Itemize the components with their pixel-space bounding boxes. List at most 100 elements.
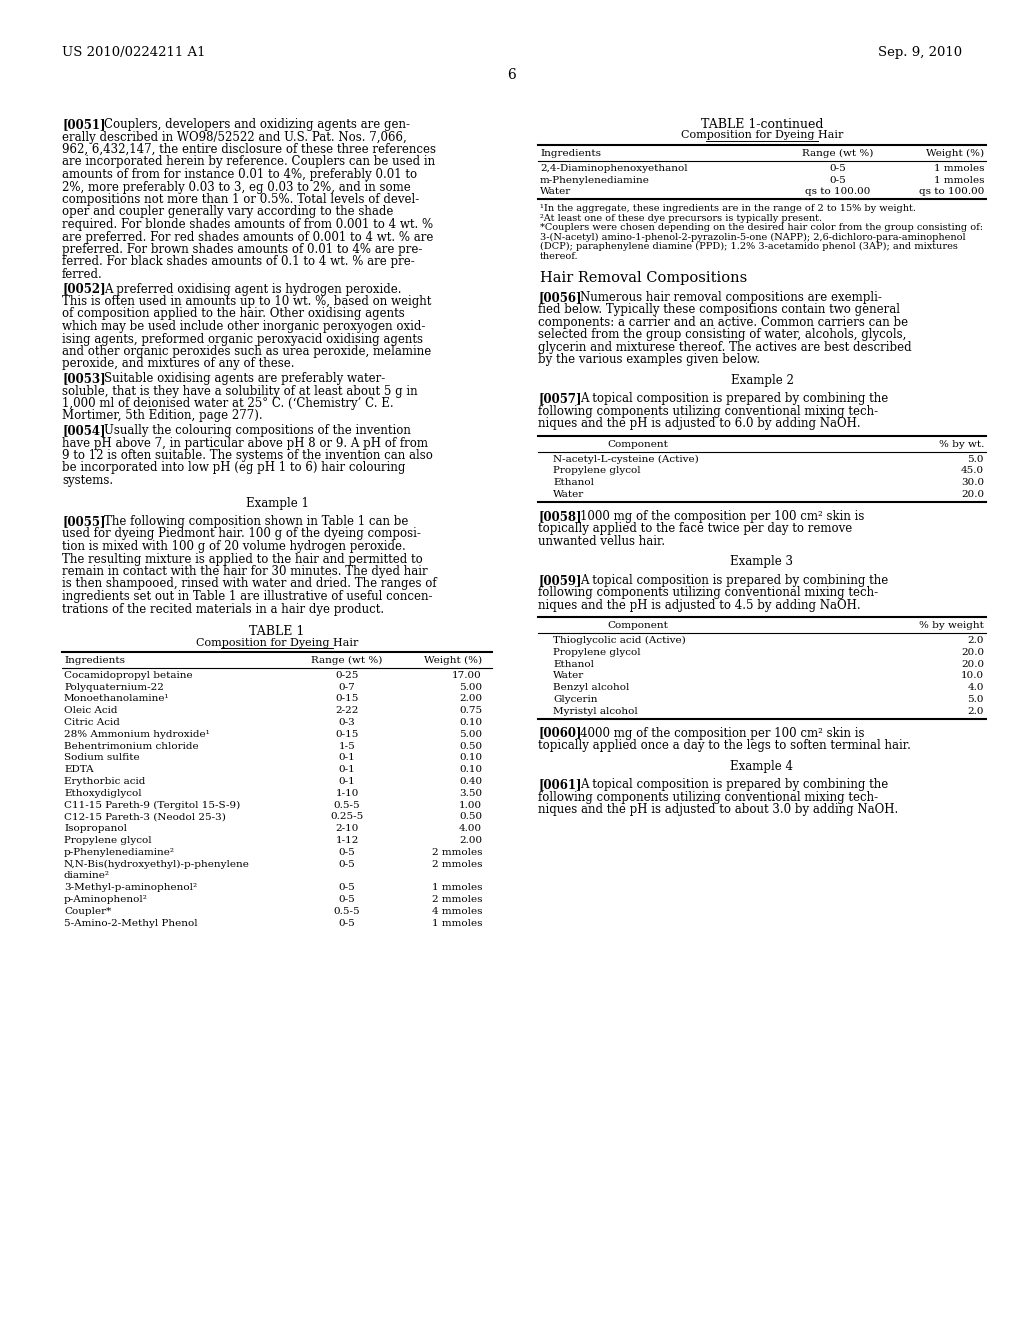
Text: 0.50: 0.50 bbox=[459, 742, 482, 751]
Text: Benzyl alcohol: Benzyl alcohol bbox=[553, 684, 630, 692]
Text: 5.00: 5.00 bbox=[459, 682, 482, 692]
Text: topically applied to the face twice per day to remove: topically applied to the face twice per … bbox=[538, 523, 852, 535]
Text: 2%, more preferably 0.03 to 3, eg 0.03 to 2%, and in some: 2%, more preferably 0.03 to 3, eg 0.03 t… bbox=[62, 181, 411, 194]
Text: soluble, that is they have a solubility of at least about 5 g in: soluble, that is they have a solubility … bbox=[62, 384, 418, 397]
Text: *Couplers were chosen depending on the desired hair color from the group consist: *Couplers were chosen depending on the d… bbox=[540, 223, 983, 232]
Text: Ingredients: Ingredients bbox=[540, 149, 601, 158]
Text: Numerous hair removal compositions are exempli-: Numerous hair removal compositions are e… bbox=[580, 290, 882, 304]
Text: components: a carrier and an active. Common carriers can be: components: a carrier and an active. Com… bbox=[538, 315, 908, 329]
Text: A topical composition is prepared by combining the: A topical composition is prepared by com… bbox=[580, 392, 888, 405]
Text: Ethanol: Ethanol bbox=[553, 478, 594, 487]
Text: 4000 mg of the composition per 100 cm² skin is: 4000 mg of the composition per 100 cm² s… bbox=[580, 726, 864, 739]
Text: Example 1: Example 1 bbox=[246, 496, 308, 510]
Text: Water: Water bbox=[553, 490, 585, 499]
Text: systems.: systems. bbox=[62, 474, 113, 487]
Text: 3-(N-acetyl) amino-1-phenol-2-pyrazolin-5-one (NAPP); 2,6-dichloro-para-aminophe: 3-(N-acetyl) amino-1-phenol-2-pyrazolin-… bbox=[540, 232, 966, 242]
Text: trations of the recited materials in a hair dye product.: trations of the recited materials in a h… bbox=[62, 602, 384, 615]
Text: Ingredients: Ingredients bbox=[63, 656, 125, 665]
Text: Usually the colouring compositions of the invention: Usually the colouring compositions of th… bbox=[104, 424, 411, 437]
Text: 5-Amino-2-Methyl Phenol: 5-Amino-2-Methyl Phenol bbox=[63, 919, 198, 928]
Text: TABLE 1: TABLE 1 bbox=[249, 624, 305, 638]
Text: 4 mmoles: 4 mmoles bbox=[431, 907, 482, 916]
Text: 5.0: 5.0 bbox=[968, 454, 984, 463]
Text: % by weight: % by weight bbox=[920, 622, 984, 630]
Text: 0-5: 0-5 bbox=[339, 883, 355, 892]
Text: topically applied once a day to the legs to soften terminal hair.: topically applied once a day to the legs… bbox=[538, 739, 911, 752]
Text: 0-1: 0-1 bbox=[339, 777, 355, 785]
Text: TABLE 1-continued: TABLE 1-continued bbox=[700, 117, 823, 131]
Text: Glycerin: Glycerin bbox=[553, 696, 597, 704]
Text: 0-3: 0-3 bbox=[339, 718, 355, 727]
Text: 1,000 ml of deionised water at 25° C. (‘Chemistry’ C. E.: 1,000 ml of deionised water at 25° C. (‘… bbox=[62, 397, 393, 411]
Text: 0-7: 0-7 bbox=[339, 682, 355, 692]
Text: glycerin and mixturese thereof. The actives are best described: glycerin and mixturese thereof. The acti… bbox=[538, 341, 911, 354]
Text: ²At least one of these dye precursors is typically present.: ²At least one of these dye precursors is… bbox=[540, 214, 822, 223]
Text: required. For blonde shades amounts of from 0.001 to 4 wt. %: required. For blonde shades amounts of f… bbox=[62, 218, 433, 231]
Text: 1 mmoles: 1 mmoles bbox=[431, 883, 482, 892]
Text: A topical composition is prepared by combining the: A topical composition is prepared by com… bbox=[580, 574, 888, 586]
Text: 0-1: 0-1 bbox=[339, 766, 355, 775]
Text: N,N-Bis(hydroxyethyl)-p-phenylene: N,N-Bis(hydroxyethyl)-p-phenylene bbox=[63, 859, 250, 869]
Text: 1-10: 1-10 bbox=[335, 789, 358, 797]
Text: Composition for Dyeing Hair: Composition for Dyeing Hair bbox=[196, 638, 358, 648]
Text: ferred.: ferred. bbox=[62, 268, 102, 281]
Text: 0-15: 0-15 bbox=[335, 730, 358, 739]
Text: 1 mmoles: 1 mmoles bbox=[431, 919, 482, 928]
Text: Example 4: Example 4 bbox=[730, 759, 794, 772]
Text: 1 mmoles: 1 mmoles bbox=[934, 164, 984, 173]
Text: Hair Removal Compositions: Hair Removal Compositions bbox=[540, 271, 748, 285]
Text: have pH above 7, in particular above pH 8 or 9. A pH of from: have pH above 7, in particular above pH … bbox=[62, 437, 428, 450]
Text: 0-5: 0-5 bbox=[339, 847, 355, 857]
Text: 0.10: 0.10 bbox=[459, 754, 482, 763]
Text: tion is mixed with 100 g of 20 volume hydrogen peroxide.: tion is mixed with 100 g of 20 volume hy… bbox=[62, 540, 406, 553]
Text: [0055]: [0055] bbox=[62, 515, 105, 528]
Text: 10.0: 10.0 bbox=[961, 672, 984, 680]
Text: 0-5: 0-5 bbox=[829, 176, 847, 185]
Text: 28% Ammonium hydroxide¹: 28% Ammonium hydroxide¹ bbox=[63, 730, 210, 739]
Text: 20.0: 20.0 bbox=[961, 490, 984, 499]
Text: EDTA: EDTA bbox=[63, 766, 93, 775]
Text: Mortimer, 5th Edition, page 277).: Mortimer, 5th Edition, page 277). bbox=[62, 409, 262, 422]
Text: fied below. Typically these compositions contain two general: fied below. Typically these compositions… bbox=[538, 304, 900, 317]
Text: thereof.: thereof. bbox=[540, 252, 579, 261]
Text: 0-15: 0-15 bbox=[335, 694, 358, 704]
Text: are incorporated herein by reference. Couplers can be used in: are incorporated herein by reference. Co… bbox=[62, 156, 435, 169]
Text: 1000 mg of the composition per 100 cm² skin is: 1000 mg of the composition per 100 cm² s… bbox=[580, 510, 864, 523]
Text: erally described in WO98/52522 and U.S. Pat. Nos. 7,066,: erally described in WO98/52522 and U.S. … bbox=[62, 131, 407, 144]
Text: A topical composition is prepared by combining the: A topical composition is prepared by com… bbox=[580, 777, 888, 791]
Text: selected from the group consisting of water, alcohols, glycols,: selected from the group consisting of wa… bbox=[538, 329, 906, 341]
Text: be incorporated into low pH (eg pH 1 to 6) hair colouring: be incorporated into low pH (eg pH 1 to … bbox=[62, 462, 406, 474]
Text: 3-Methyl-p-aminophenol²: 3-Methyl-p-aminophenol² bbox=[63, 883, 198, 892]
Text: 2.0: 2.0 bbox=[968, 636, 984, 645]
Text: Weight (%): Weight (%) bbox=[926, 149, 984, 158]
Text: preferred. For brown shades amounts of 0.01 to 4% are pre-: preferred. For brown shades amounts of 0… bbox=[62, 243, 422, 256]
Text: Weight (%): Weight (%) bbox=[424, 656, 482, 665]
Text: 2 mmoles: 2 mmoles bbox=[431, 895, 482, 904]
Text: 0.5-5: 0.5-5 bbox=[334, 801, 360, 809]
Text: 0.10: 0.10 bbox=[459, 718, 482, 727]
Text: 2,4-Diaminophenoxyethanol: 2,4-Diaminophenoxyethanol bbox=[540, 164, 688, 173]
Text: Citric Acid: Citric Acid bbox=[63, 718, 120, 727]
Text: 0-1: 0-1 bbox=[339, 754, 355, 763]
Text: Composition for Dyeing Hair: Composition for Dyeing Hair bbox=[681, 131, 843, 140]
Text: 1 mmoles: 1 mmoles bbox=[934, 176, 984, 185]
Text: N-acetyl-L-cysteine (Active): N-acetyl-L-cysteine (Active) bbox=[553, 454, 698, 463]
Text: niques and the pH is adjusted to 6.0 by adding NaOH.: niques and the pH is adjusted to 6.0 by … bbox=[538, 417, 860, 430]
Text: which may be used include other inorganic peroxyogen oxid-: which may be used include other inorgani… bbox=[62, 319, 425, 333]
Text: Polyquaternium-22: Polyquaternium-22 bbox=[63, 682, 164, 692]
Text: 0.10: 0.10 bbox=[459, 766, 482, 775]
Text: Component: Component bbox=[607, 440, 669, 449]
Text: 0-5: 0-5 bbox=[829, 164, 847, 173]
Text: peroxide, and mixtures of any of these.: peroxide, and mixtures of any of these. bbox=[62, 358, 295, 371]
Text: Water: Water bbox=[540, 187, 571, 197]
Text: 0-5: 0-5 bbox=[339, 859, 355, 869]
Text: C11-15 Pareth-9 (Tergitol 15-S-9): C11-15 Pareth-9 (Tergitol 15-S-9) bbox=[63, 801, 241, 809]
Text: niques and the pH is adjusted to about 3.0 by adding NaOH.: niques and the pH is adjusted to about 3… bbox=[538, 803, 898, 816]
Text: compositions not more than 1 or 0.5%. Total levels of devel-: compositions not more than 1 or 0.5%. To… bbox=[62, 193, 419, 206]
Text: 0.75: 0.75 bbox=[459, 706, 482, 715]
Text: Propylene glycol: Propylene glycol bbox=[553, 648, 641, 657]
Text: 6: 6 bbox=[508, 69, 516, 82]
Text: qs to 100.00: qs to 100.00 bbox=[919, 187, 984, 197]
Text: Ethoxydiglycol: Ethoxydiglycol bbox=[63, 789, 141, 797]
Text: Ethanol: Ethanol bbox=[553, 660, 594, 669]
